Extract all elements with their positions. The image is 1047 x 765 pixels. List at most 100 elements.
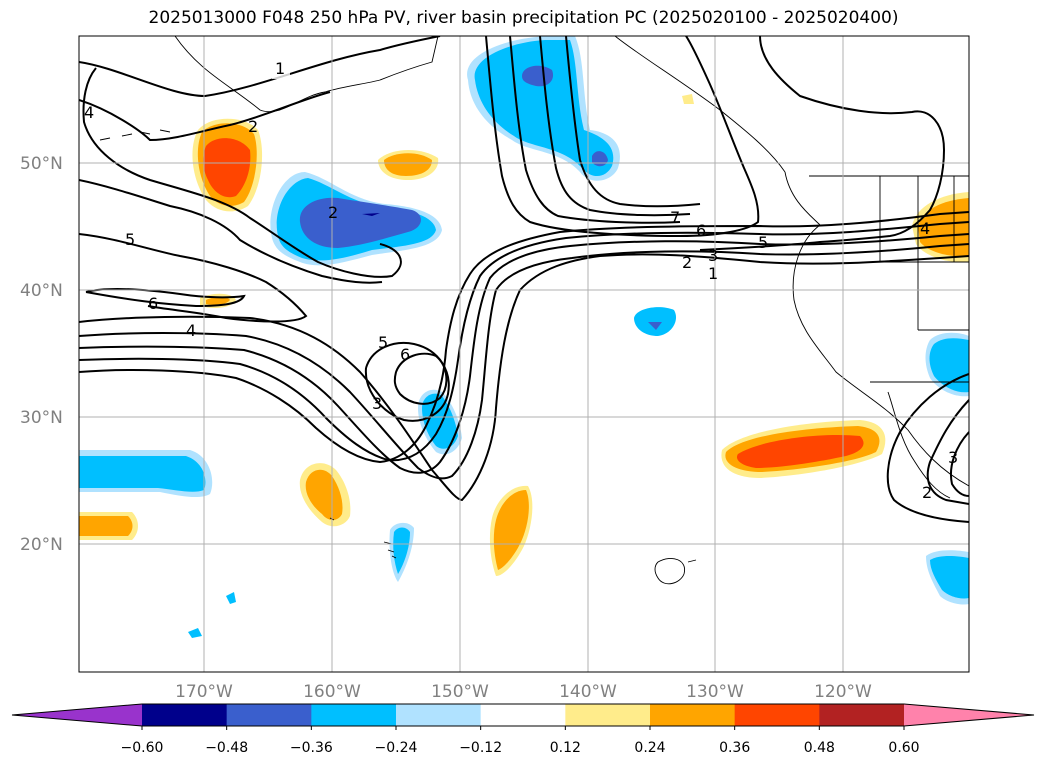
lat-label-20n: 20°N	[20, 535, 63, 555]
contour-label: 2	[328, 203, 338, 222]
colorbar-tick-label: 0.36	[719, 740, 750, 756]
island-east-pacific	[654, 558, 697, 585]
pv-contour	[79, 211, 969, 464]
coastline-west-us	[792, 224, 969, 487]
precip-region-positive	[682, 94, 694, 104]
pv-contour	[926, 399, 969, 505]
lon-label-160w: 160°W	[303, 682, 361, 702]
contour-label: 6	[148, 294, 158, 313]
hawaii-islands	[329, 517, 397, 559]
precip-shading	[79, 36, 969, 638]
lon-label-170w: 170°W	[175, 682, 233, 702]
colorbar-segment	[480, 704, 566, 726]
map-frame	[78, 35, 970, 673]
contour-label: 6	[400, 345, 410, 364]
colorbar-segment	[142, 704, 228, 726]
pv-contour	[950, 431, 969, 497]
contour-label: 5	[125, 230, 135, 249]
colorbar-tick-label: −0.36	[290, 740, 333, 756]
precip-region-negative	[930, 556, 969, 599]
precip-region-positive	[493, 490, 529, 570]
colorbar-tick-label: 0.60	[888, 740, 919, 756]
precip-region-positive	[305, 469, 343, 520]
precip-region-negative	[79, 456, 206, 492]
colorbar-tick-label: −0.48	[205, 740, 248, 756]
pv-contour	[79, 243, 969, 480]
precip-region-negative	[362, 213, 380, 216]
precip-region-negative	[393, 527, 410, 574]
pv-contour	[539, 36, 691, 217]
colorbar-segment	[650, 704, 736, 726]
pv-contour	[79, 253, 969, 502]
precip-region-negative	[648, 322, 662, 330]
pv-contour	[79, 179, 383, 284]
pv-contour	[79, 233, 969, 474]
coastline-alaska	[174, 36, 439, 113]
contour-label: 1	[708, 264, 718, 283]
contour-label: 4	[186, 321, 196, 340]
precip-region-negative	[592, 151, 608, 167]
precip-region-negative	[188, 628, 202, 638]
precip-region-negative	[226, 592, 236, 604]
colorbar-tick-label: 0.24	[634, 740, 665, 756]
pv-contour	[364, 342, 450, 422]
contour-label: 4	[920, 219, 930, 238]
lon-label-130w: 130°W	[686, 682, 744, 702]
contour-label: 1	[275, 59, 285, 78]
colorbar-extend-max	[904, 704, 1034, 726]
coastline-bc	[784, 171, 821, 226]
pv-contour	[393, 352, 448, 405]
contour-label: 3	[372, 394, 382, 413]
colorbar: −0.60 −0.48 −0.36 −0.24 −0.12 0.12 0.24 0.36 0.4…	[11, 703, 1035, 756]
coastline-baja	[887, 391, 951, 499]
contour-label: 5	[378, 333, 388, 352]
pv-contour	[565, 36, 701, 208]
gridlines	[79, 36, 969, 672]
pv-contour	[79, 91, 331, 142]
lat-label-50n: 50°N	[20, 154, 63, 174]
lon-label-140w: 140°W	[559, 682, 617, 702]
colorbar-segment	[819, 704, 905, 726]
precip-region-positive	[384, 153, 432, 176]
precip-region-positive	[736, 434, 864, 468]
contour-label: 2	[922, 483, 932, 502]
pv-contour	[699, 36, 946, 251]
lat-label-30n: 30°N	[20, 408, 63, 428]
colorbar-segment	[226, 704, 312, 726]
contour-label: 6	[696, 221, 706, 240]
contour-label: 4	[84, 103, 94, 122]
pv-contour	[886, 373, 969, 523]
precip-region-negative	[474, 40, 614, 177]
contour-label: 3	[948, 448, 958, 467]
contour-label: 2	[682, 253, 692, 272]
precip-region-negative	[299, 197, 421, 248]
pv-contour	[79, 221, 969, 462]
map-content: 1 2 4 2 5 6 4 7 6 5 3 2 1 5 6 3 4 3 2	[79, 36, 969, 672]
lon-label-150w: 150°W	[431, 682, 489, 702]
map-title: 2025013000 F048 250 hPa PV, river basin …	[148, 8, 899, 28]
precip-region-positive	[79, 516, 133, 536]
colorbar-extend-min	[12, 704, 142, 726]
colorbar-segment	[565, 704, 651, 726]
colorbar-tick-label: 0.48	[804, 740, 835, 756]
pv-contour	[509, 36, 681, 224]
pv-contour	[79, 36, 441, 98]
pv-contour	[82, 67, 402, 278]
colorbar-segment	[734, 704, 820, 726]
precip-region-positive	[206, 297, 230, 305]
lon-label-120w: 120°W	[814, 682, 872, 702]
contour-label: 5	[758, 233, 768, 252]
pv-contour	[485, 36, 760, 238]
lat-label-40n: 40°N	[20, 281, 63, 301]
border-states	[870, 176, 969, 383]
colorbar-tick-label: 0.12	[550, 740, 581, 756]
precip-region-negative	[634, 307, 677, 336]
longitude-labels: 170°W 160°W 150°W 140°W 130°W 120°W	[175, 682, 872, 702]
colorbar-tick-label: −0.12	[459, 740, 502, 756]
latitude-labels: 50°N 40°N 30°N 20°N	[20, 154, 63, 555]
colorbar-segment	[311, 704, 397, 726]
coastline-aleutians	[99, 129, 171, 141]
contour-label: 2	[248, 117, 258, 136]
precip-region-positive	[203, 138, 251, 198]
